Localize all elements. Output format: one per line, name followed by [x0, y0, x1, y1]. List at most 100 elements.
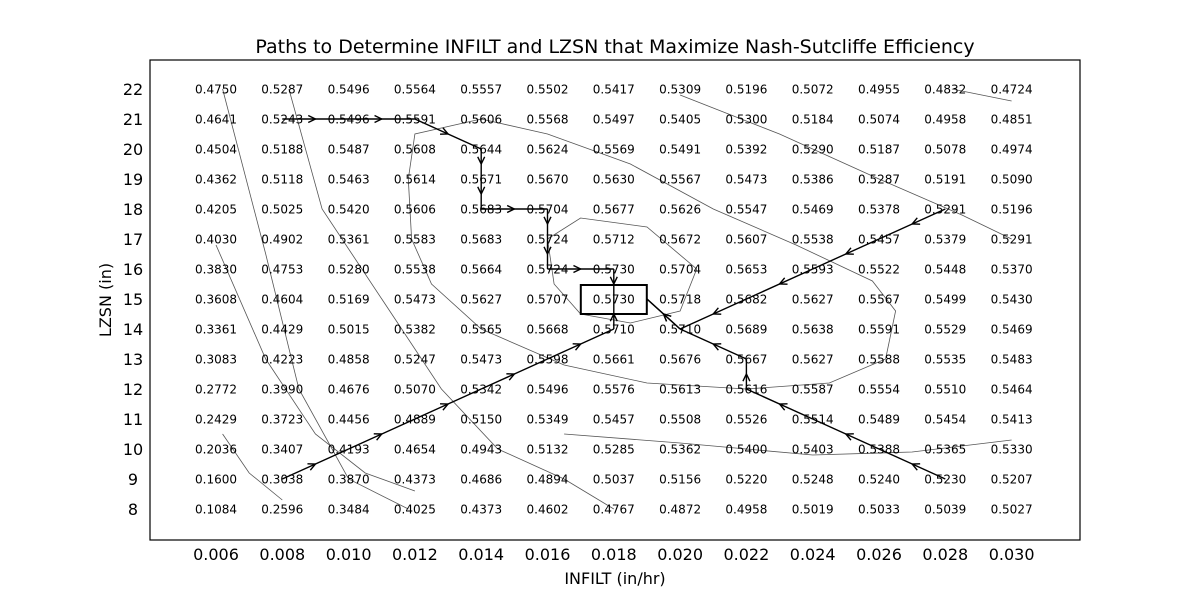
- path-arrow: [742, 372, 751, 382]
- path-arrow: [477, 186, 486, 196]
- cell-value: 0.5074: [858, 113, 900, 127]
- cell-value: 0.4205: [195, 203, 237, 217]
- cell-value: 0.5392: [725, 143, 767, 157]
- cell-value: 0.5497: [593, 113, 635, 127]
- cell-value: 0.5607: [725, 233, 767, 247]
- cell-value: 0.4872: [659, 503, 701, 517]
- cell-value: 0.5403: [792, 443, 834, 457]
- path-arrow: [778, 277, 788, 285]
- cell-value: 0.5287: [261, 83, 303, 97]
- path-arrow: [910, 217, 921, 225]
- cell-value: 0.4902: [261, 233, 303, 247]
- path-arrow: [440, 403, 450, 411]
- cell-value: 0.5464: [991, 383, 1033, 397]
- path-arrow: [711, 343, 722, 351]
- x-tick-label: 0.010: [326, 545, 372, 564]
- cell-value: 0.5588: [858, 353, 900, 367]
- cell-value: 0.5370: [991, 263, 1033, 277]
- cell-value: 0.5378: [858, 203, 900, 217]
- y-tick-label: 20: [123, 140, 143, 159]
- cell-value: 0.5027: [991, 503, 1033, 517]
- cell-value: 0.4832: [924, 83, 966, 97]
- contour-line: [215, 244, 416, 492]
- optimum-box: [579, 284, 648, 315]
- path-arrow: [506, 373, 516, 381]
- cell-value: 0.5188: [261, 143, 303, 157]
- cell-value: 0.5207: [991, 473, 1033, 487]
- cell-value: 0.4030: [195, 233, 237, 247]
- y-tick-label: 13: [123, 350, 143, 369]
- plot-frame: [149, 59, 1081, 541]
- cell-value: 0.5413: [991, 413, 1033, 427]
- cell-value: 0.4753: [261, 263, 303, 277]
- y-axis-label: LZSN (in): [96, 263, 115, 337]
- cell-value: 0.5489: [858, 413, 900, 427]
- cell-value: 0.3830: [195, 263, 237, 277]
- cell-value: 0.4602: [527, 503, 569, 517]
- cell-value: 0.2036: [195, 443, 237, 457]
- cell-value: 0.5547: [725, 203, 767, 217]
- cell-value: 0.5627: [460, 293, 502, 307]
- contour-line: [679, 94, 1012, 240]
- x-tick-label: 0.028: [922, 545, 968, 564]
- cell-value: 0.5473: [725, 173, 767, 187]
- cell-value: 0.5496: [328, 83, 370, 97]
- cell-value: 0.5538: [792, 233, 834, 247]
- cell-value: 0.5382: [394, 323, 436, 337]
- cell-value: 0.5704: [659, 263, 701, 277]
- cell-value: 0.5564: [394, 83, 436, 97]
- cell-value: 0.4851: [991, 113, 1033, 127]
- cell-value: 0.5557: [460, 83, 502, 97]
- cell-value: 0.3407: [261, 443, 303, 457]
- path-arrow: [711, 307, 722, 315]
- cell-value: 0.3608: [195, 293, 237, 307]
- cell-value: 0.5150: [460, 413, 502, 427]
- cell-value: 0.5670: [527, 173, 569, 187]
- cell-value: 0.5330: [991, 443, 1033, 457]
- cell-value: 0.5496: [527, 383, 569, 397]
- cell-value: 0.5567: [659, 173, 701, 187]
- cell-value: 0.5417: [593, 83, 635, 97]
- cell-value: 0.4362: [195, 173, 237, 187]
- cell-value: 0.3361: [195, 323, 237, 337]
- cell-value: 0.5463: [328, 173, 370, 187]
- x-tick-labels: 0.006 0.008 0.010 0.012 0.014 0.016 0.018 0.020…: [193, 545, 1034, 564]
- cell-value: 0.4223: [261, 353, 303, 367]
- cell-value: 0.5583: [394, 233, 436, 247]
- cell-value: 0.5247: [394, 353, 436, 367]
- cell-value: 0.5661: [593, 353, 635, 367]
- cell-value: 0.5676: [659, 353, 701, 367]
- cell-value: 0.5033: [858, 503, 900, 517]
- y-tick-label: 9: [128, 470, 138, 489]
- cell-value: 0.3038: [261, 473, 303, 487]
- contour-line: [407, 118, 897, 390]
- cell-value: 0.5300: [725, 113, 767, 127]
- cell-value: 0.5365: [924, 443, 966, 457]
- cell-value: 0.5187: [858, 143, 900, 157]
- cell-value: 0.5070: [394, 383, 436, 397]
- cell-value: 0.4958: [924, 113, 966, 127]
- y-tick-label: 8: [128, 500, 138, 519]
- cell-value: 0.5624: [527, 143, 569, 157]
- cell-value: 0.5132: [527, 443, 569, 457]
- cell-value: 0.5290: [792, 143, 834, 157]
- cell-value: 0.5285: [593, 443, 635, 457]
- cell-value: 0.5627: [792, 353, 834, 367]
- cell-value: 0.4676: [328, 383, 370, 397]
- cell-value: 0.5473: [394, 293, 436, 307]
- y-tick-label: 17: [123, 230, 143, 249]
- cell-value: 0.5184: [792, 113, 834, 127]
- x-tick-label: 0.020: [657, 545, 703, 564]
- cell-value: 0.5090: [991, 173, 1033, 187]
- cell-value: 0.5608: [394, 143, 436, 157]
- cell-value: 0.5037: [593, 473, 635, 487]
- y-tick-label: 11: [123, 410, 143, 429]
- path-arrow: [506, 204, 516, 214]
- cell-value: 0.5457: [593, 413, 635, 427]
- cell-value: 0.5502: [527, 83, 569, 97]
- cell-value: 0.5510: [924, 383, 966, 397]
- path-arrow: [844, 247, 854, 255]
- x-tick-label: 0.022: [723, 545, 769, 564]
- cell-value: 0.5469: [792, 203, 834, 217]
